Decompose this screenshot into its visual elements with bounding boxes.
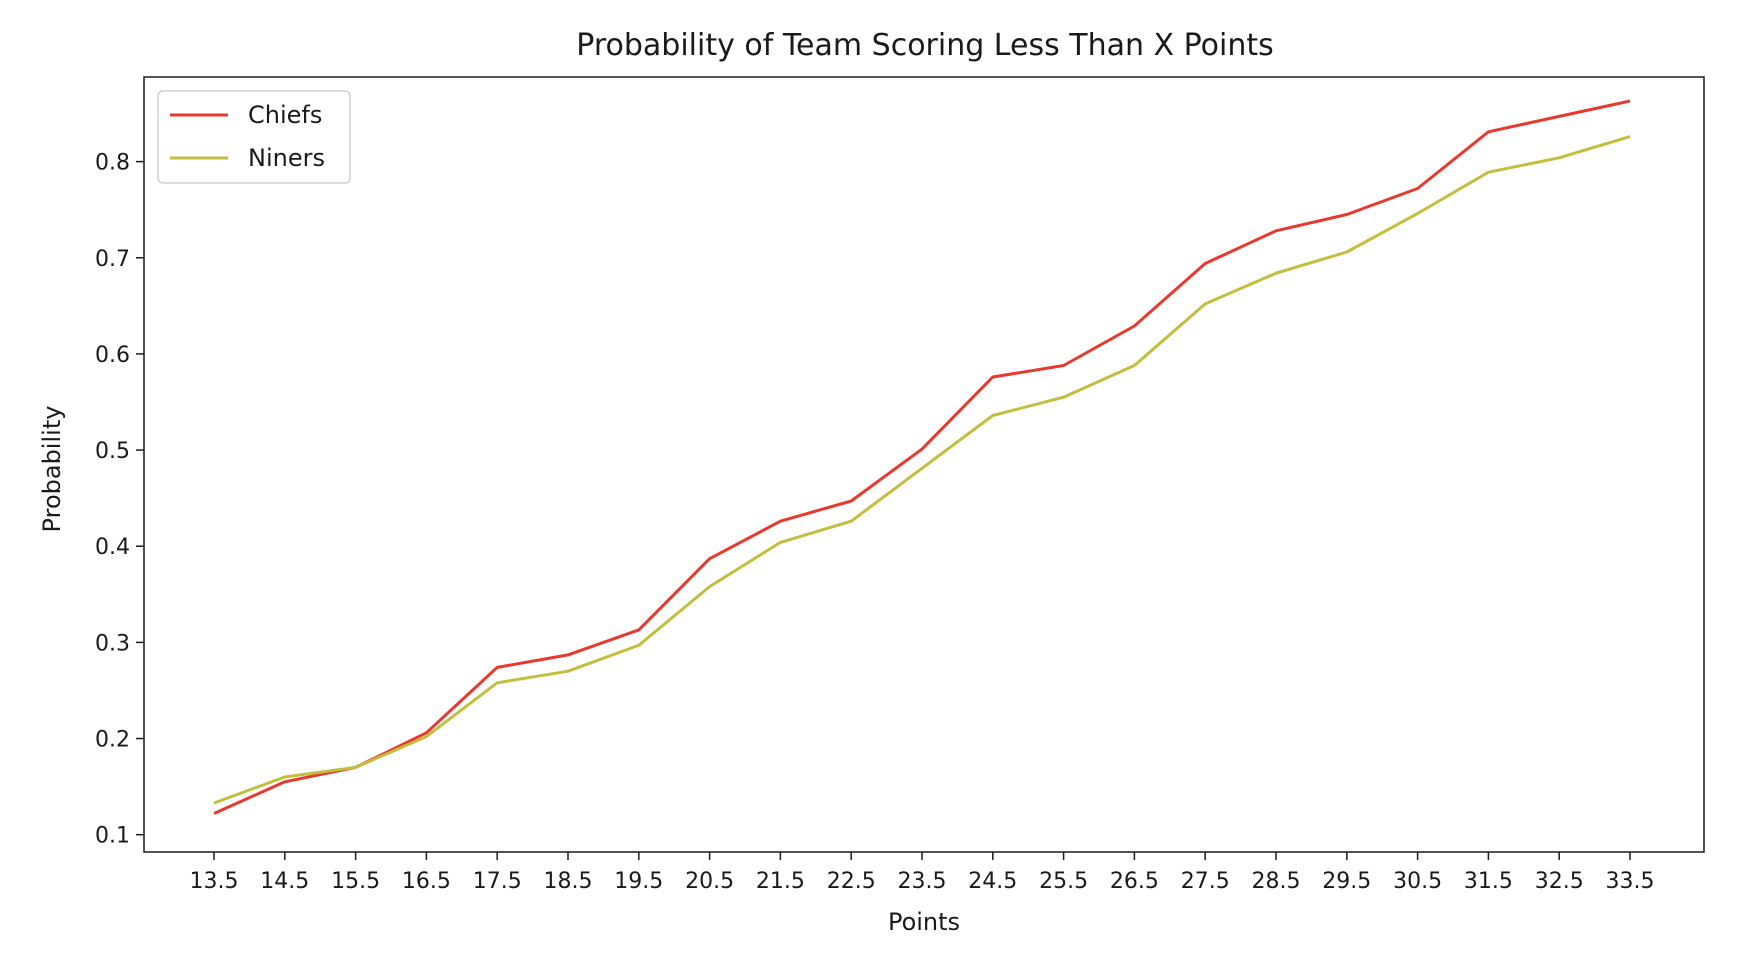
- x-tick-label: 21.5: [756, 869, 805, 894]
- chart-title: Probability of Team Scoring Less Than X …: [576, 28, 1273, 63]
- y-axis-label: Probability: [38, 406, 66, 533]
- x-tick-label: 13.5: [190, 869, 239, 894]
- x-tick-label: 17.5: [473, 869, 522, 894]
- y-axis: 0.1 0.2 0.3 0.4 0.5 0.6 0.7 0.8: [95, 151, 144, 849]
- y-tick-label: 0.6: [95, 343, 130, 368]
- x-tick-label: 19.5: [614, 869, 663, 894]
- x-tick-label: 18.5: [544, 869, 593, 894]
- x-tick-label: 29.5: [1322, 869, 1371, 894]
- y-tick-label: 0.4: [95, 535, 130, 560]
- y-tick-label: 0.5: [95, 439, 130, 464]
- legend: Chiefs Niners: [157, 90, 351, 184]
- y-tick-label: 0.2: [95, 728, 130, 753]
- x-tick-label: 24.5: [968, 869, 1017, 894]
- x-tick-label: 22.5: [827, 869, 876, 894]
- x-tick-label: 14.5: [260, 869, 309, 894]
- y-tick-label: 0.1: [95, 824, 130, 849]
- legend-label-niners: Niners: [248, 144, 325, 172]
- y-tick-label: 0.7: [95, 247, 130, 272]
- x-tick-label: 31.5: [1464, 869, 1513, 894]
- x-tick-label: 33.5: [1606, 869, 1655, 894]
- series-line-chiefs: [213, 99, 1631, 815]
- x-tick-label: 25.5: [1039, 869, 1088, 894]
- x-tick-label: 30.5: [1393, 869, 1442, 894]
- x-tick-label: 16.5: [402, 869, 451, 894]
- x-tick-label: 32.5: [1535, 869, 1584, 894]
- legend-label-chiefs: Chiefs: [248, 101, 322, 129]
- y-tick-label: 0.3: [95, 631, 130, 656]
- plot-frame: [143, 76, 1705, 853]
- series-line-niners: [213, 135, 1631, 805]
- plot-area: [213, 99, 1631, 815]
- y-tick-label: 0.8: [95, 151, 130, 176]
- x-tick-label: 23.5: [898, 869, 947, 894]
- x-tick-label: 20.5: [685, 869, 734, 894]
- x-axis-label: Points: [888, 908, 960, 936]
- x-tick-label: 26.5: [1110, 869, 1159, 894]
- x-tick-label: 15.5: [331, 869, 380, 894]
- x-tick-label: 27.5: [1181, 869, 1230, 894]
- x-tick-label: 28.5: [1252, 869, 1301, 894]
- x-axis: 13.5 14.5 15.5 16.5 17.5 18.5 19.5 20.5 21.5 22.5…: [190, 852, 1655, 894]
